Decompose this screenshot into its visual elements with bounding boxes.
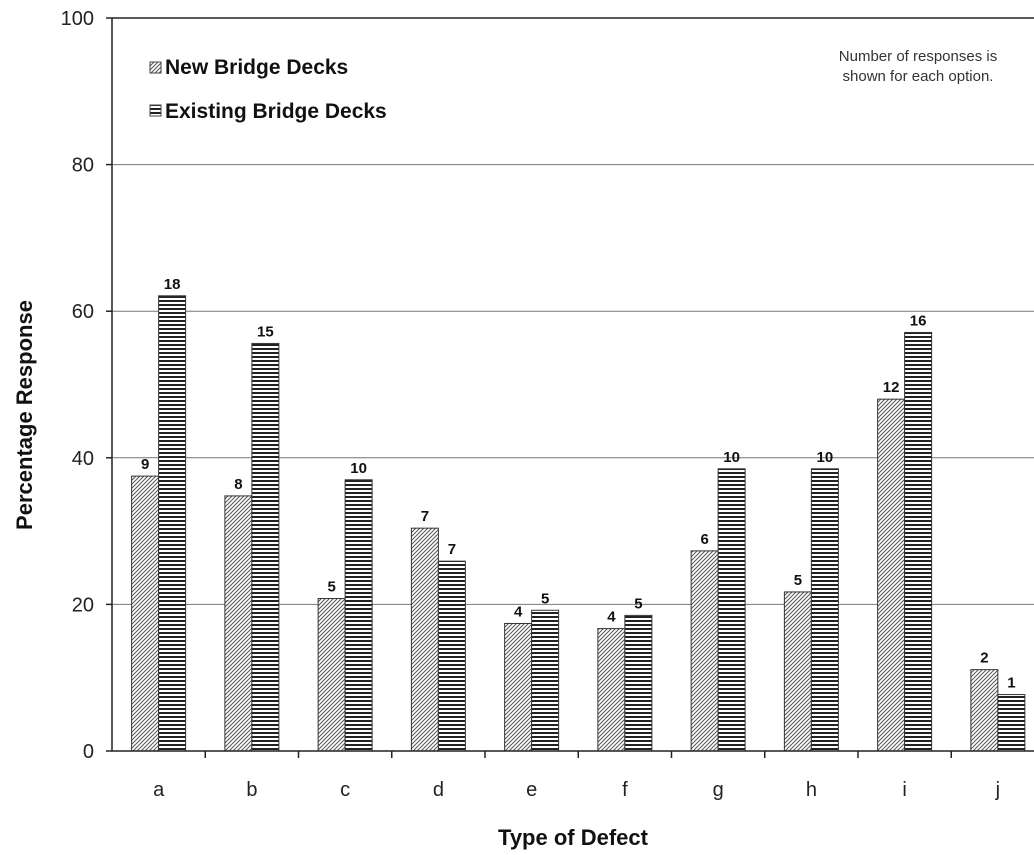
bar [717, 468, 746, 752]
bar-count-label: 16 [910, 312, 927, 329]
bar [997, 694, 1026, 752]
x-tick-label: e [526, 779, 537, 801]
x-tick-label: g [713, 779, 724, 801]
bar [877, 398, 906, 752]
x-tick-label: i [902, 779, 906, 801]
x-tick-label: f [622, 779, 628, 801]
bar [904, 331, 933, 752]
bar-count-label: 5 [634, 595, 642, 612]
y-tick-label: 40 [72, 448, 94, 470]
bars [131, 295, 1026, 752]
legend-swatch-new [149, 61, 162, 74]
bar [597, 628, 626, 752]
bar-count-label: 12 [883, 379, 900, 396]
bar-count-label: 1 [1007, 675, 1015, 692]
bar [437, 560, 466, 752]
y-tick-label: 20 [72, 594, 94, 616]
note-line-1: Number of responses is [839, 48, 997, 65]
bar-count-label: 10 [817, 449, 834, 466]
x-tick-label: b [246, 779, 257, 801]
bar-count-label: 5 [327, 579, 335, 596]
bar [224, 495, 253, 752]
bar-count-label: 10 [350, 460, 367, 477]
bar [158, 295, 187, 752]
bar [344, 479, 373, 752]
y-tick-label: 0 [83, 741, 94, 763]
bar [690, 550, 719, 752]
legend-label-new: New Bridge Decks [165, 56, 348, 79]
x-tick-label: h [806, 779, 817, 801]
bar-count-label: 7 [448, 541, 456, 558]
bar-count-label: 8 [234, 476, 242, 493]
axis-ticks: 0 20 40 60 80 100 a b c d e f g h i j [61, 8, 1000, 801]
bar-count-label: 5 [541, 590, 549, 607]
x-tick-label: a [153, 779, 165, 801]
x-axis-title: Type of Defect [498, 825, 649, 850]
legend-label-existing: Existing Bridge Decks [165, 100, 387, 123]
bar-count-label: 5 [794, 572, 802, 589]
bar-count-label: 18 [164, 276, 181, 293]
bar [410, 527, 439, 752]
note-line-2: shown for each option. [843, 68, 994, 85]
axes [111, 17, 1034, 752]
legend: New Bridge Decks Existing Bridge Decks [149, 56, 387, 123]
bar [251, 342, 280, 752]
bar-count-label: 15 [257, 323, 274, 340]
bar [810, 468, 839, 752]
y-tick-label: 100 [61, 8, 94, 30]
bar [504, 622, 533, 752]
bar-count-label: 2 [980, 650, 988, 667]
count-labels: 9 8 5 7 4 4 6 5 12 2 18 15 10 7 5 5 10 10 16 1 [141, 276, 1016, 692]
bar-count-label: 4 [514, 603, 523, 620]
y-tick-label: 60 [72, 301, 94, 323]
x-tick-label: j [995, 779, 1000, 801]
bar [131, 475, 160, 752]
bar [970, 669, 999, 752]
bar [317, 598, 346, 752]
bar-count-label: 4 [607, 609, 616, 626]
responses-note: Number of responses is shown for each op… [839, 48, 997, 85]
x-tick-label: d [433, 779, 444, 801]
bar [783, 591, 812, 752]
y-axis-title: Percentage Response [12, 300, 37, 530]
bar-count-label: 7 [421, 508, 429, 525]
y-tick-label: 80 [72, 155, 94, 177]
bar [531, 609, 560, 752]
x-tick-label: c [340, 779, 350, 801]
bar-count-label: 10 [723, 449, 740, 466]
bar [624, 614, 653, 752]
legend-swatch-existing [149, 104, 162, 117]
bar-count-label: 9 [141, 456, 149, 473]
bar-count-label: 6 [700, 531, 708, 548]
